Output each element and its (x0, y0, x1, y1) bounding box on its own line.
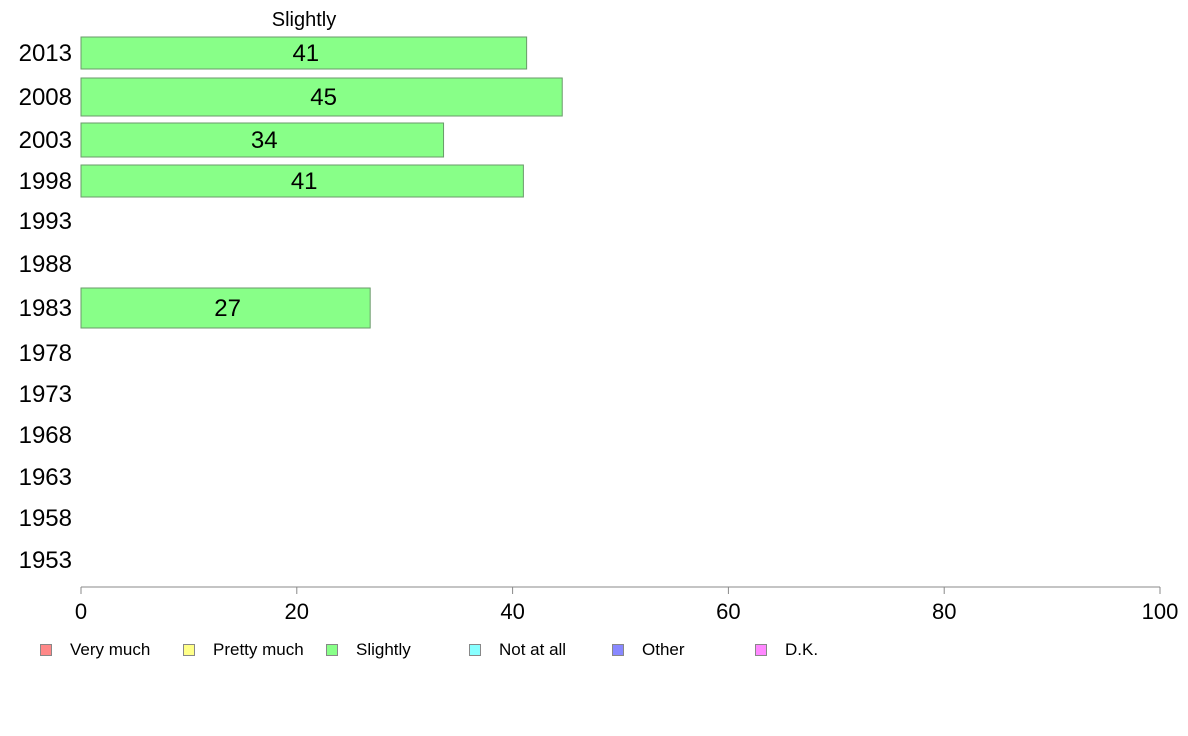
bar (80, 36, 528, 70)
category-label: 1973 (19, 381, 72, 408)
category-label: 1998 (19, 168, 72, 195)
bar-value-label: 41 (291, 168, 318, 195)
legend-swatch (40, 644, 52, 656)
legend-swatch (469, 644, 481, 656)
legend-swatch (612, 644, 624, 656)
category-label: 2013 (19, 40, 72, 67)
legend-swatch (326, 644, 338, 656)
legend-label: Other (642, 640, 685, 659)
bar-value-label: 45 (310, 84, 337, 111)
category-label: 1988 (19, 251, 72, 278)
category-label: 1953 (19, 547, 72, 574)
bar (80, 164, 524, 198)
x-tick-label: 0 (75, 599, 87, 624)
legend-swatch (755, 644, 767, 656)
legend-label: Slightly (356, 640, 411, 659)
x-tick-label: 20 (285, 599, 309, 624)
bar-value-label: 34 (251, 127, 278, 154)
category-label: 1958 (19, 505, 72, 532)
x-tick-label: 60 (716, 599, 740, 624)
category-label: 1978 (19, 340, 72, 367)
category-label: 1993 (19, 208, 72, 235)
bar-value-label: 41 (292, 40, 319, 67)
chart-legend: Very much Pretty much Slightly Not at all Ot… (40, 640, 1140, 660)
category-label: 2003 (19, 127, 72, 154)
category-label: 1968 (19, 422, 72, 449)
legend-swatch (183, 644, 195, 656)
category-label: 1983 (19, 295, 72, 322)
bar-value-label: 27 (214, 295, 241, 322)
bar (80, 77, 563, 117)
bar (80, 287, 371, 329)
x-tick-label: 40 (500, 599, 524, 624)
legend-label: Pretty much (213, 640, 304, 659)
x-tick-label: 80 (932, 599, 956, 624)
category-label: 1963 (19, 464, 72, 491)
legend-label: Very much (70, 640, 151, 659)
bar (80, 122, 445, 158)
legend-label: Not at all (499, 640, 567, 659)
category-label: 2008 (19, 84, 72, 111)
x-tick-label: 100 (1142, 599, 1179, 624)
legend-label: D.K. (785, 640, 819, 659)
chart-title: Slightly (272, 9, 336, 31)
